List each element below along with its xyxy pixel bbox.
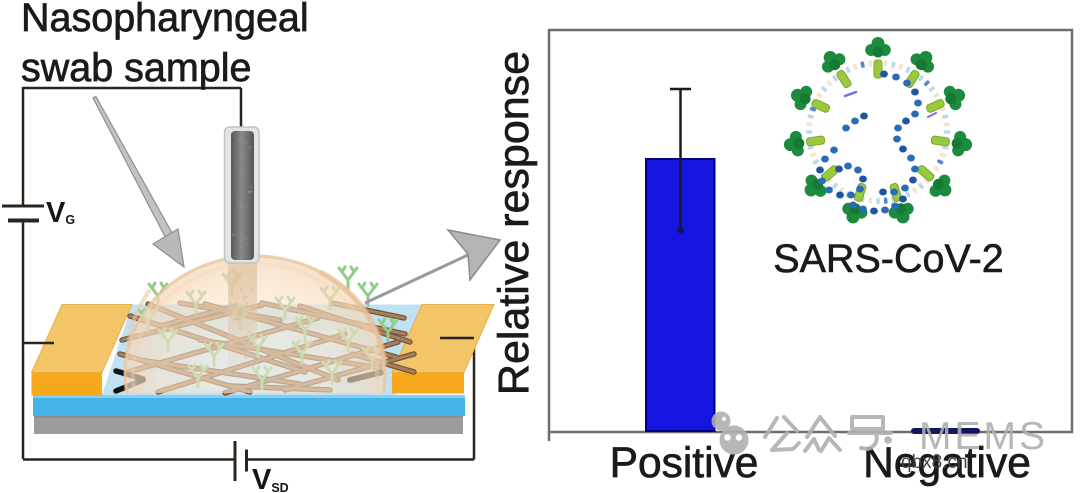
svg-text:Relative response: Relative response (490, 51, 538, 395)
svg-text:MEMS: MEMS (919, 415, 1048, 458)
svg-text:SARS-CoV-2: SARS-CoV-2 (773, 237, 1004, 281)
svg-text:swab sample: swab sample (21, 46, 252, 90)
svg-text:Nasopharyngeal: Nasopharyngeal (21, 0, 309, 40)
svg-text:Negative: Negative (863, 440, 1031, 487)
svg-text:qbx8.cn: qbx8.cn (901, 452, 968, 473)
